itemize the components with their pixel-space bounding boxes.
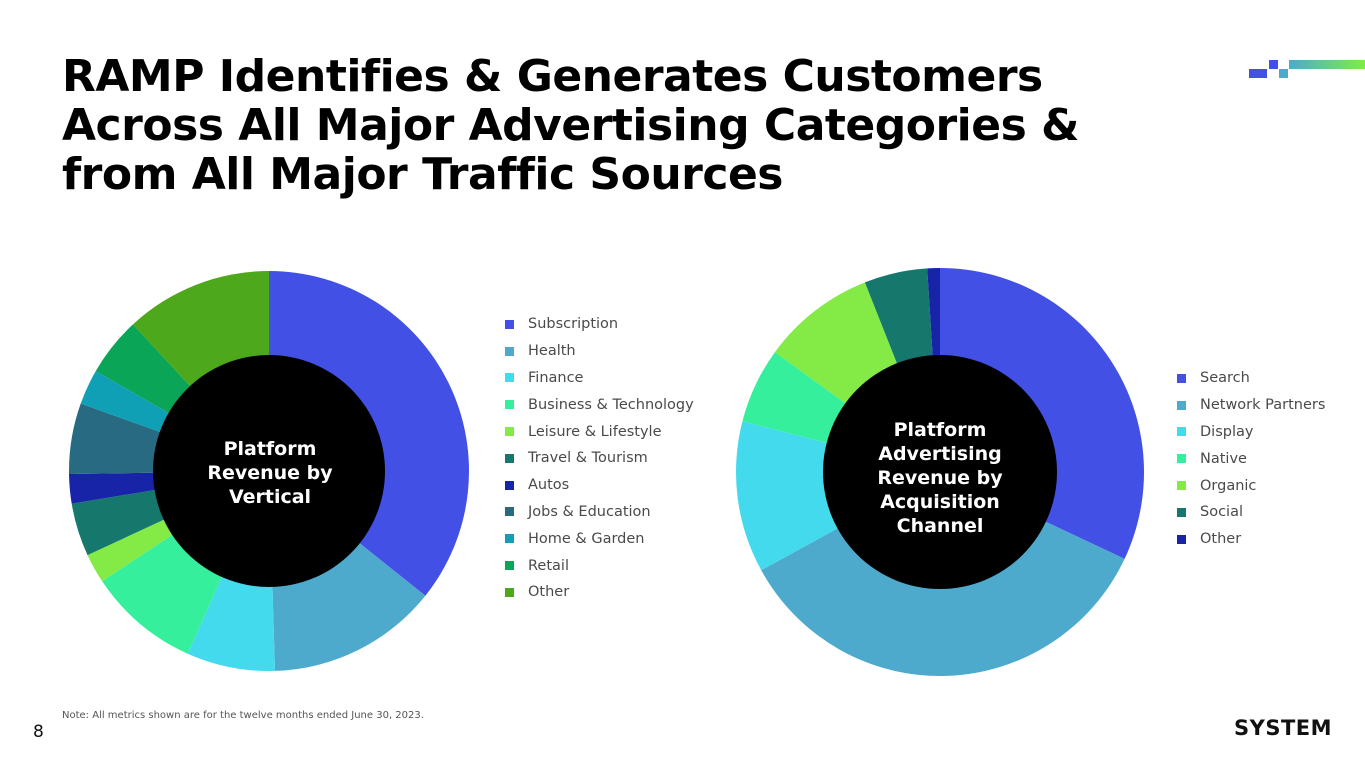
donut-hole (153, 355, 385, 587)
legend-vertical: Subscription Health Finance Business & Tech… (505, 311, 694, 606)
legend-label: Health (528, 343, 576, 360)
legend-swatch (505, 373, 514, 383)
legend-swatch (505, 587, 514, 597)
legend-swatch (505, 453, 514, 463)
page-title: RAMP Identifies & Generates Customers Ac… (62, 52, 1142, 199)
legend-swatch (1177, 507, 1186, 517)
legend-label: Retail (528, 557, 569, 574)
legend-swatch (1177, 481, 1186, 491)
donut-hole (823, 355, 1057, 589)
legend-label: Display (1200, 423, 1254, 440)
legend-label: Organic (1200, 477, 1257, 494)
legend-item: Organic (1177, 472, 1325, 499)
legend-swatch (505, 534, 514, 544)
page-number: 8 (33, 722, 44, 742)
legend-item: Other (1177, 526, 1325, 553)
legend-label: Travel & Tourism (528, 450, 648, 467)
title-line: Across All Major Advertising Categories … (62, 100, 1079, 151)
legend-swatch (505, 319, 514, 329)
legend-item: Subscription (505, 311, 694, 338)
legend-swatch (1177, 373, 1186, 383)
legend-label: Leisure & Lifestyle (528, 423, 662, 440)
legend-item: Home & Garden (505, 525, 694, 552)
legend-swatch (1177, 427, 1186, 437)
legend-swatch (505, 561, 514, 571)
legend-swatch (1177, 400, 1186, 410)
legend-label: Search (1200, 370, 1250, 387)
legend-label: Subscription (528, 316, 619, 333)
legend-label: Home & Garden (528, 530, 645, 547)
footnote: Note: All metrics shown are for the twel… (62, 710, 424, 721)
legend-swatch (505, 346, 514, 356)
legend-item: Other (505, 579, 694, 606)
donut-chart-acquisition-channel (736, 268, 1144, 676)
legend-item: Search (1177, 365, 1325, 392)
legend-item: Social (1177, 499, 1325, 526)
legend-label: Native (1200, 450, 1247, 467)
legend-label: Network Partners (1200, 397, 1326, 414)
donut-center-label-acquisition: Platform Advertising Revenue by Acquisit… (877, 419, 1003, 537)
legend-item: Display (1177, 419, 1325, 446)
legend-item: Network Partners (1177, 392, 1325, 419)
legend-swatch (505, 427, 514, 437)
decorative-pixel-logo (1249, 60, 1365, 78)
legend-swatch (505, 400, 514, 410)
legend-swatch (1177, 534, 1186, 544)
legend-item: Finance (505, 365, 694, 392)
legend-item: Native (1177, 445, 1325, 472)
legend-label: Autos (528, 477, 570, 494)
legend-item: Business & Technology (505, 391, 694, 418)
donut-chart-vertical (69, 271, 470, 671)
legend-item: Leisure & Lifestyle (505, 418, 694, 445)
legend-label: Other (528, 584, 570, 601)
legend-swatch (1177, 454, 1186, 464)
title-line: RAMP Identifies & Generates Customers (62, 51, 1043, 102)
legend-label: Business & Technology (528, 396, 694, 413)
legend-label: Other (1200, 531, 1242, 548)
legend-label: Social (1200, 504, 1243, 521)
legend-item: Retail (505, 552, 694, 579)
legend-item: Health (505, 338, 694, 365)
title-line: from All Major Traffic Sources (62, 149, 783, 200)
legend-acquisition-channel: Search Network Partners Display Native Organ… (1177, 365, 1325, 553)
donut-center-label-vertical: Platform Revenue by Vertical (207, 438, 333, 508)
legend-item: Jobs & Education (505, 499, 694, 526)
legend-swatch (505, 507, 514, 517)
legend-label: Jobs & Education (528, 503, 651, 520)
legend-item: Travel & Tourism (505, 445, 694, 472)
legend-label: Finance (528, 369, 584, 386)
legend-item: Autos (505, 472, 694, 499)
legend-swatch (505, 480, 514, 490)
brand-logo: SYSTEM (1234, 716, 1333, 740)
